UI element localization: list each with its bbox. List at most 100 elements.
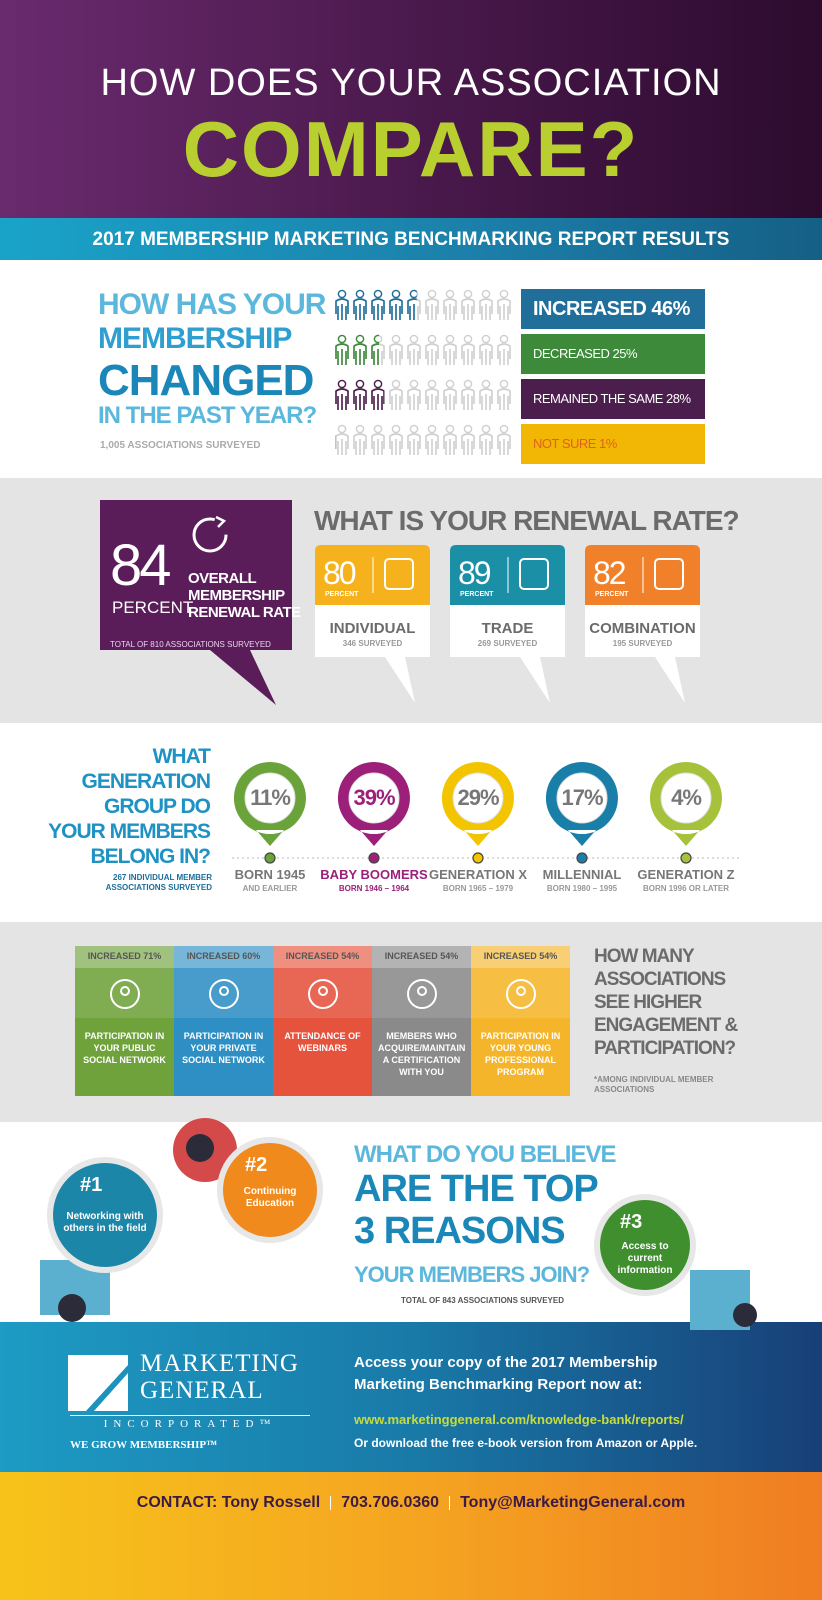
person-body xyxy=(353,298,367,320)
contact-phone: 703.706.0360 xyxy=(341,1494,440,1511)
person-head xyxy=(391,424,401,434)
person-body xyxy=(389,298,403,320)
engagement-icon-band xyxy=(174,968,273,1018)
reasons-question-line: 3 REASONS xyxy=(354,1210,566,1252)
engagement-card: INCREASED 71% PARTICIPATION IN YOUR PUBLI… xyxy=(75,946,174,1096)
pin-inner xyxy=(348,772,400,824)
renewal-card-shape xyxy=(450,545,565,703)
icon-core xyxy=(318,986,328,996)
person-head xyxy=(337,379,347,389)
icon-ring xyxy=(407,979,437,1009)
person-head xyxy=(391,289,401,299)
logo-line1: MARKETING xyxy=(140,1350,299,1377)
result-bar: REMAINED THE SAME 28% xyxy=(521,379,705,419)
person-body xyxy=(425,433,439,455)
generation-sub: BORN 1965 – 1979 xyxy=(442,884,514,893)
logo-line2: GENERAL xyxy=(140,1377,264,1404)
person-body xyxy=(425,388,439,410)
engagement-icon xyxy=(209,979,239,1009)
reasons-question-line: YOUR MEMBERS JOIN? xyxy=(354,1262,590,1287)
person-body xyxy=(371,298,385,320)
engagement-stat-band xyxy=(75,946,174,968)
engagement-stat-band xyxy=(174,946,273,968)
person-head xyxy=(355,334,365,344)
separator xyxy=(449,1495,451,1510)
person-head xyxy=(463,334,473,344)
person-head xyxy=(499,334,509,344)
banner: 2017 MEMBERSHIP MARKETING BENCHMARKING R… xyxy=(0,218,822,260)
person-body xyxy=(389,433,403,455)
person-body xyxy=(335,343,349,365)
pin-dot xyxy=(680,852,692,864)
renewal-card-icon xyxy=(519,558,549,590)
generation-name: GENERATION Z xyxy=(637,867,735,882)
person-body xyxy=(335,388,349,410)
reason-circle-inner xyxy=(53,1163,157,1267)
person-head xyxy=(463,424,473,434)
generation-pin xyxy=(233,762,306,864)
people-icons xyxy=(335,289,511,455)
icon-core xyxy=(120,986,130,996)
person-body xyxy=(389,388,403,410)
renewal-card-note: 346 SURVEYED xyxy=(342,639,403,648)
reasons-note: TOTAL OF 843 ASSOCIATIONS SURVEYED xyxy=(401,1296,564,1305)
icon-core xyxy=(219,986,229,996)
engagement-stat-band xyxy=(372,946,471,968)
person-head xyxy=(499,379,509,389)
person-body xyxy=(407,388,421,410)
engagement-label: MEMBERS WHO ACQUIRE/MAINTAIN A CERTIFICA… xyxy=(378,1031,466,1077)
person-body xyxy=(371,388,385,410)
renewal-icon xyxy=(192,515,228,553)
pin-inner xyxy=(556,772,608,824)
pin-inner xyxy=(244,772,296,824)
icon-highlight xyxy=(335,435,336,449)
overall-unit: PERCENT xyxy=(112,598,194,617)
result-label: INCREASED 46% xyxy=(533,298,690,320)
generation-sub: AND EARLIER xyxy=(242,884,298,893)
contact-email[interactable]: Tony@MarketingGeneral.com xyxy=(460,1494,686,1511)
person-body xyxy=(443,433,457,455)
person-head xyxy=(373,334,379,344)
pin-dot xyxy=(264,852,276,864)
person-head xyxy=(355,379,365,389)
person-body xyxy=(371,343,379,365)
reason-circle xyxy=(47,1157,163,1273)
separator xyxy=(330,1495,332,1510)
overall-label-line: OVERALL xyxy=(188,570,257,587)
person-head xyxy=(409,379,419,389)
engagement-stat: INCREASED 54% xyxy=(285,951,360,961)
person-right-head xyxy=(733,1303,757,1327)
generation-value: 4% xyxy=(671,785,702,810)
cta-url[interactable]: www.marketinggeneral.com/knowledge-bank/… xyxy=(354,1412,684,1427)
person-head xyxy=(427,379,437,389)
result-label: REMAINED THE SAME 28% xyxy=(533,391,691,406)
person-body xyxy=(335,298,349,320)
reason-label: Access to current information xyxy=(617,1241,673,1276)
person-head xyxy=(445,289,455,299)
logo-tagline: WE GROW MEMBERSHIP™ xyxy=(70,1439,218,1451)
icon-highlight xyxy=(335,289,417,320)
person-head xyxy=(445,379,455,389)
renewal-card-label: TRADE xyxy=(481,620,534,637)
person-head xyxy=(409,334,419,344)
pin-dot xyxy=(472,852,484,864)
cta-line: Access your copy of the 2017 Membership xyxy=(354,1354,658,1371)
engagement-label: PARTICIPATION IN YOUR PUBLIC SOCIAL NETW… xyxy=(83,1031,166,1065)
engagement-icon-band xyxy=(372,968,471,1018)
generation-sub: BORN 1980 – 1995 xyxy=(546,884,618,893)
engagement-icon xyxy=(506,979,536,1009)
renewal-card-note: 269 SURVEYED xyxy=(477,639,538,648)
contact-row: CONTACT: Tony Rossell 703.706.0360 Tony@Ma… xyxy=(0,1494,822,1512)
renewal-card-label: COMBINATION xyxy=(589,620,696,637)
person-head xyxy=(337,334,347,344)
banner-text: 2017 MEMBERSHIP MARKETING BENCHMARKING R… xyxy=(92,229,730,250)
person-body xyxy=(479,433,493,455)
icon-ring xyxy=(110,979,140,1009)
icon-ring xyxy=(209,979,239,1009)
person-body xyxy=(497,343,511,365)
person-head xyxy=(373,424,383,434)
generation-note: 267 INDIVIDUAL MEMBER ASSOCIATIONS SURVE… xyxy=(105,873,212,892)
engagement-label: PARTICIPATION IN YOUR PRIVATE SOCIAL NET… xyxy=(182,1031,265,1065)
engagement-card: INCREASED 54% ATTENDANCE OF WEBINARS xyxy=(273,946,372,1096)
engagement-label: PARTICIPATION IN YOUR YOUNG PROFESSIONAL… xyxy=(480,1031,561,1077)
